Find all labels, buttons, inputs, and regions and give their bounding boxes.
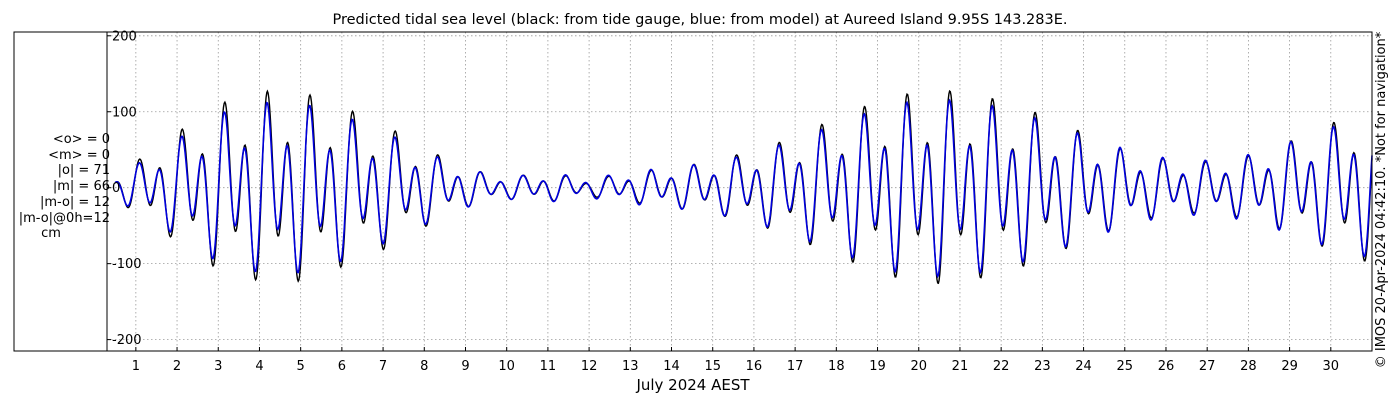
grid	[107, 32, 1372, 351]
x-tick-label: 30	[1323, 359, 1340, 374]
x-tick-label: 12	[581, 359, 598, 374]
x-tick-label: 4	[255, 359, 263, 374]
stat-mean-obs: <o> = 0	[52, 132, 110, 147]
x-tick-label: 7	[379, 359, 387, 374]
x-tick-label: 19	[869, 359, 886, 374]
x-tick-label: 24	[1075, 359, 1092, 374]
x-tick-label: 15	[704, 359, 721, 374]
x-tick-label: 13	[622, 359, 639, 374]
x-tick-label: 16	[746, 359, 763, 374]
x-tick-label: 8	[420, 359, 428, 374]
stat-abs-diff: |m-o| = 12	[39, 194, 110, 210]
x-tick-label: 1	[132, 359, 140, 374]
ticks: 1 2 3 4 5 6 7 8 9 10 11 12 13 14 15 16 17 18 19 20 21 22 23 24 2…	[107, 29, 1339, 374]
x-tick-label: 20	[910, 359, 927, 374]
stat-mean-model: <m> = 0	[48, 147, 110, 163]
stat-abs-model: |m| = 66	[52, 179, 110, 195]
x-tick-label: 5	[297, 359, 305, 374]
x-axis-label: July 2024 AEST	[635, 376, 750, 394]
x-tick-label: 9	[461, 359, 469, 374]
x-tick-label: 10	[498, 359, 515, 374]
x-tick-label: 29	[1281, 359, 1298, 374]
copyright-notice: © IMOS 20-Apr-2024 04:42:10. *Not for na…	[1374, 31, 1389, 369]
y-tick-label: -100	[112, 257, 142, 272]
y-tick-label: 100	[112, 105, 137, 120]
x-tick-label: 26	[1158, 359, 1175, 374]
stat-abs-obs: |o| = 71	[57, 163, 110, 179]
x-tick-label: 2	[173, 359, 181, 374]
y-tick-label: -200	[112, 333, 142, 348]
x-tick-label: 14	[663, 359, 680, 374]
stat-unit: cm	[41, 226, 61, 242]
x-tick-label: 3	[214, 359, 222, 374]
x-tick-label: 17	[787, 359, 804, 374]
series-line-model	[114, 98, 1373, 279]
x-tick-label: 6	[338, 359, 346, 374]
stats-panel: <o> = 0 <m> = 0 |o| = 71 |m| = 66 |m-o| …	[6, 132, 110, 242]
x-tick-label: 28	[1240, 359, 1257, 374]
x-tick-label: 27	[1199, 359, 1216, 374]
x-tick-label: 25	[1116, 359, 1133, 374]
series-layer	[114, 89, 1373, 285]
chart-title: Predicted tidal sea level (black: from t…	[332, 12, 1067, 28]
x-tick-label: 21	[952, 359, 969, 374]
plot-frame	[13, 31, 1373, 352]
y-tick-label: 200	[112, 29, 137, 44]
x-tick-label: 18	[828, 359, 845, 374]
x-tick-label: 11	[540, 359, 557, 374]
x-tick-label: 22	[993, 359, 1010, 374]
y-tick-label: 0	[112, 181, 120, 196]
stat-abs-diff-0h: |m-o|@0h=12	[18, 210, 110, 226]
x-tick-label: 23	[1034, 359, 1051, 374]
